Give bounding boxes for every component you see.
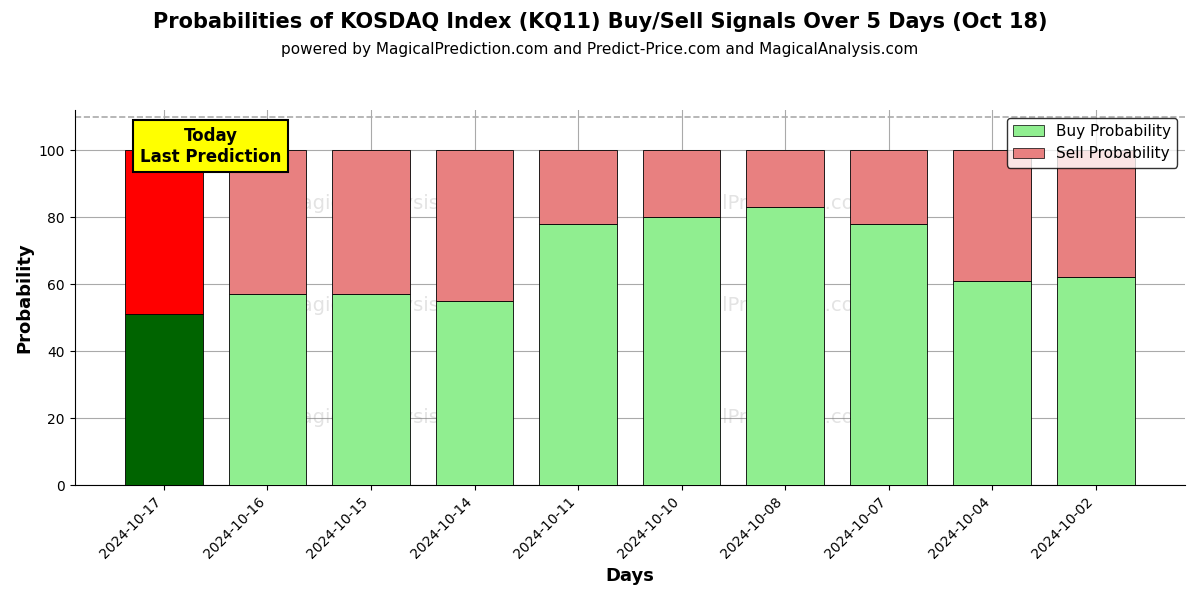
Bar <box>332 294 410 485</box>
Bar <box>229 150 306 294</box>
Text: powered by MagicalPrediction.com and Predict-Price.com and MagicalAnalysis.com: powered by MagicalPrediction.com and Pre… <box>281 42 919 57</box>
Bar <box>332 150 410 294</box>
Text: MagicalAnalysis.com: MagicalAnalysis.com <box>284 194 487 213</box>
Legend: Buy Probability, Sell Probability: Buy Probability, Sell Probability <box>1007 118 1177 167</box>
Bar <box>539 150 617 224</box>
Y-axis label: Probability: Probability <box>16 242 34 353</box>
Text: MagicalAnalysis.com: MagicalAnalysis.com <box>284 296 487 314</box>
Bar <box>850 150 928 224</box>
Bar <box>125 314 203 485</box>
Bar <box>539 224 617 485</box>
Bar <box>436 301 514 485</box>
Bar <box>1057 150 1134 277</box>
Bar <box>953 150 1031 281</box>
Bar <box>125 150 203 314</box>
Text: Today
Last Prediction: Today Last Prediction <box>140 127 281 166</box>
Bar <box>436 150 514 301</box>
Bar <box>643 150 720 217</box>
Bar <box>953 281 1031 485</box>
Text: Probabilities of KOSDAQ Index (KQ11) Buy/Sell Signals Over 5 Days (Oct 18): Probabilities of KOSDAQ Index (KQ11) Buy… <box>152 12 1048 32</box>
X-axis label: Days: Days <box>605 567 654 585</box>
Text: MagicalPrediction.com: MagicalPrediction.com <box>653 194 872 213</box>
Text: MagicalAnalysis.com: MagicalAnalysis.com <box>284 408 487 427</box>
Bar <box>229 294 306 485</box>
Bar <box>746 150 824 207</box>
Bar <box>746 207 824 485</box>
Bar <box>850 224 928 485</box>
Text: MagicalPrediction.com: MagicalPrediction.com <box>653 296 872 314</box>
Bar <box>643 217 720 485</box>
Bar <box>1057 277 1134 485</box>
Text: MagicalPrediction.com: MagicalPrediction.com <box>653 408 872 427</box>
